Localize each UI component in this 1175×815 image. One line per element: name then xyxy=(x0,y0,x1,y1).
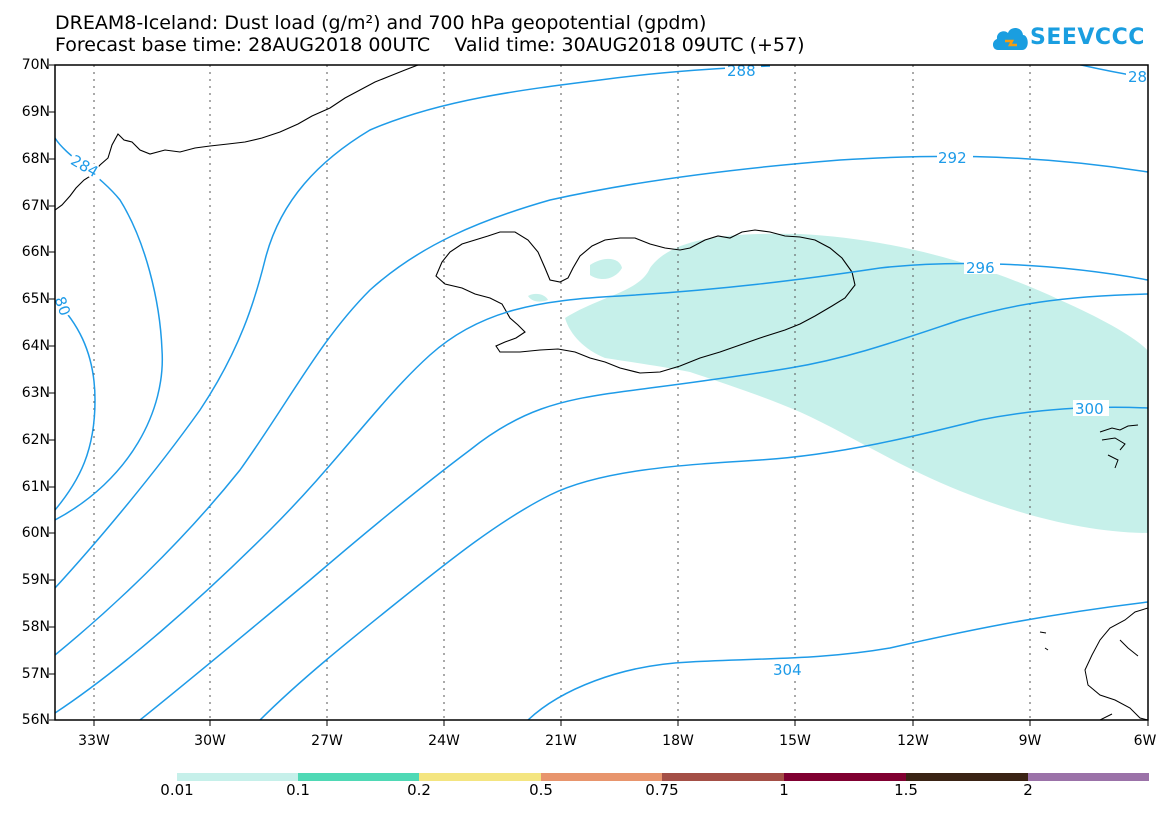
lat-label: 56N xyxy=(21,712,50,728)
lon-label: 21W xyxy=(545,733,577,749)
lat-label: 64N xyxy=(21,338,50,354)
lon-label: 33W xyxy=(78,733,110,749)
lat-label: 61N xyxy=(21,479,50,495)
contour-288 xyxy=(55,65,771,589)
lat-label: 57N xyxy=(21,666,50,682)
colorbar-label: 0.1 xyxy=(286,781,310,799)
colorbar-segment xyxy=(1028,773,1149,781)
lon-label: 9W xyxy=(1018,733,1042,749)
coastline-iceland xyxy=(435,229,856,374)
contour-296 xyxy=(55,262,1148,714)
colorbar-segment xyxy=(298,773,419,781)
contour-label-304: 304 xyxy=(773,661,802,679)
contour-280 xyxy=(55,299,96,511)
contour-label-280: 80 xyxy=(51,294,74,318)
lon-label: 24W xyxy=(428,733,460,749)
colorbar-segment xyxy=(662,773,784,781)
colorbar-label: 0.75 xyxy=(645,781,679,799)
contour-label-288-edge: 28 xyxy=(1128,68,1147,86)
lon-label: 12W xyxy=(897,733,929,749)
contour-300b xyxy=(259,406,1148,720)
lat-label: 69N xyxy=(21,104,50,120)
map-title: DREAM8-Iceland: Dust load (g/m²) and 700… xyxy=(55,12,707,34)
contour-label-296: 296 xyxy=(966,259,995,277)
lon-label: 27W xyxy=(311,733,343,749)
colorbar-segment xyxy=(784,773,906,781)
lat-label: 59N xyxy=(21,572,50,588)
lat-label: 66N xyxy=(21,244,50,260)
colorbar-label: 2 xyxy=(1023,781,1033,799)
contour-label-288: 288 xyxy=(727,62,756,80)
seevccc-logo: SEEVCCC xyxy=(990,20,1170,60)
contour-label-292: 292 xyxy=(938,149,967,167)
lat-label: 60N xyxy=(21,525,50,541)
faroe-islands xyxy=(1099,424,1139,469)
colorbar-label: 1 xyxy=(779,781,789,799)
colorbar-segment xyxy=(177,773,298,781)
colorbar-label: 0.01 xyxy=(160,781,194,799)
lat-label: 63N xyxy=(21,385,50,401)
contour-304 xyxy=(527,601,1148,720)
lat-label: 58N xyxy=(21,619,50,635)
lon-label: 30W xyxy=(194,733,226,749)
geopotential-contours xyxy=(55,65,1148,720)
lon-label: 18W xyxy=(662,733,694,749)
colorbar-label: 0.5 xyxy=(529,781,553,799)
coastline-scotland xyxy=(1039,607,1148,720)
lat-label: 68N xyxy=(21,151,50,167)
colorbar-segment xyxy=(906,773,1028,781)
cloud-icon xyxy=(992,27,1028,50)
contour-300 xyxy=(139,293,1148,720)
lon-label: 15W xyxy=(779,733,811,749)
colorbar-segment xyxy=(419,773,541,781)
lat-label: 62N xyxy=(21,432,50,448)
lon-label: 6W xyxy=(1133,733,1157,749)
colorbar-segment xyxy=(541,773,662,781)
axis-ticks xyxy=(49,64,1149,726)
colorbar-label: 0.2 xyxy=(407,781,431,799)
colorbar-label: 1.5 xyxy=(894,781,918,799)
contour-label-300: 300 xyxy=(1075,400,1104,418)
lat-label: 65N xyxy=(21,291,50,307)
logo-text: SEEVCCC xyxy=(1030,25,1145,50)
lat-label: 67N xyxy=(21,198,50,214)
lat-label: 70N xyxy=(21,57,50,73)
contour-292 xyxy=(55,155,1148,656)
map-subtitle: Forecast base time: 28AUG2018 00UTC Vali… xyxy=(55,34,805,56)
